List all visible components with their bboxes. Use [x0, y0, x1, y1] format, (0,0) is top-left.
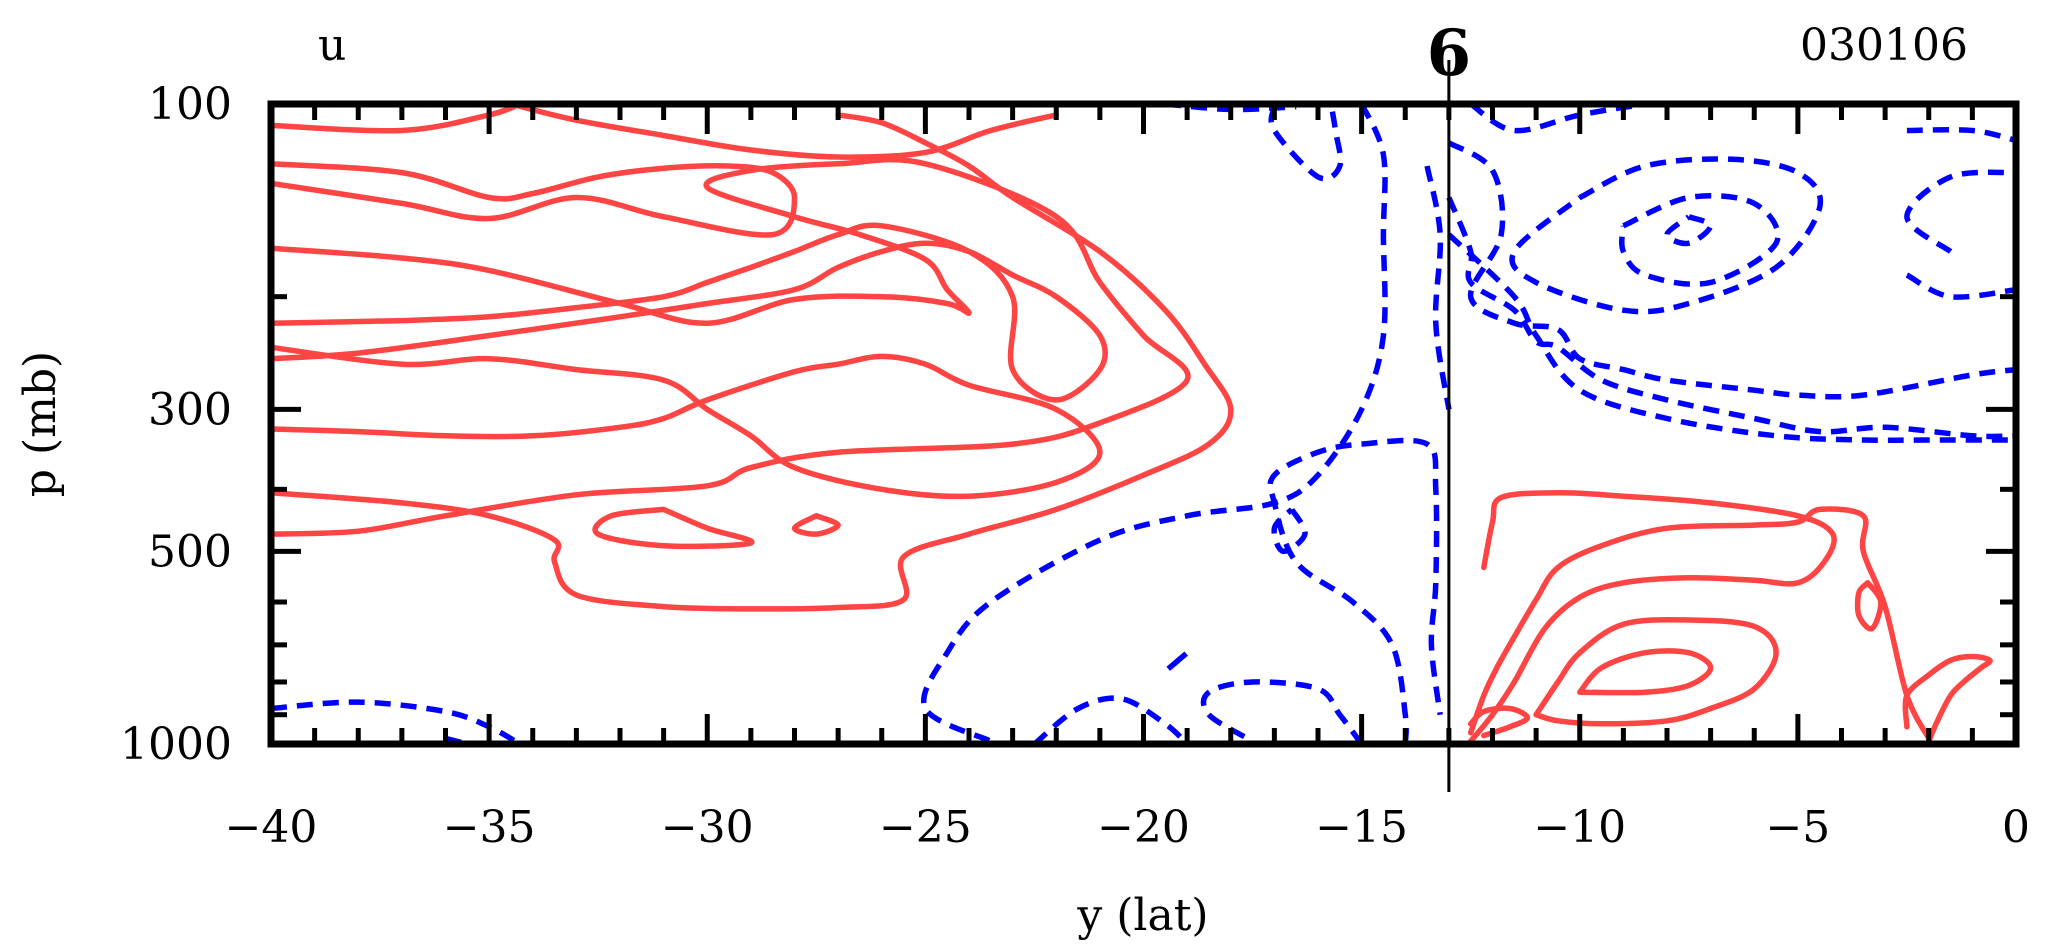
positive-contour-7 — [791, 513, 841, 537]
positive-contour-10 — [1467, 490, 1837, 744]
positive-contour-5 — [268, 112, 1234, 612]
marker-label: 6 — [1427, 16, 1472, 91]
positive-contour-1 — [268, 161, 798, 238]
negative-contour-0 — [270, 699, 522, 747]
axis-ticks — [268, 101, 2019, 747]
y-tick-label: 100 — [148, 79, 232, 130]
date-label: 030106 — [1800, 20, 1968, 71]
y-tick-label: 500 — [148, 526, 232, 577]
x-tick-label: −25 — [879, 802, 972, 853]
x-tick-label: −5 — [1765, 802, 1830, 853]
x-tick-label: −40 — [225, 802, 318, 853]
y-tick-labels: 100 300 500 1000 — [120, 79, 232, 770]
y-tick-label: 1000 — [120, 719, 232, 770]
negative-contour-5 — [1032, 695, 1190, 747]
positive-contour-0 — [268, 101, 523, 134]
x-tick-label: −35 — [443, 802, 536, 853]
negative-contour-3 — [1268, 103, 1344, 182]
negative-contour-12 — [1447, 140, 2017, 400]
negative-contour-17 — [1664, 214, 1714, 247]
negative-contour-15 — [1509, 156, 1824, 315]
negative-contour-20 — [1906, 126, 2017, 144]
positive-contour-3 — [268, 222, 1109, 403]
y-axis-label: p (mb) — [15, 351, 66, 497]
negative-contour-16 — [1619, 192, 1781, 287]
x-tick-label: −30 — [661, 802, 754, 853]
x-tick-label: 0 — [2002, 802, 2030, 853]
positive-contour-4 — [268, 344, 1103, 500]
x-axis-label: y (lat) — [1076, 890, 1208, 941]
plot-frame — [267, 100, 2020, 748]
negative-contour-13 — [1446, 196, 2017, 440]
negative-contour-8 — [1267, 437, 1443, 745]
x-tick-label: −15 — [1315, 802, 1408, 853]
negative-contour-18 — [1904, 169, 2017, 254]
negative-contour-7 — [1200, 679, 1364, 746]
positive-contour-6 — [592, 506, 755, 550]
positive-contour-15 — [1902, 653, 1993, 744]
negative-contour-10 — [1424, 165, 1452, 410]
x-tick-label: −20 — [1097, 802, 1190, 853]
positive-contour-12 — [1577, 648, 1714, 696]
x-tick-label: −10 — [1533, 802, 1626, 853]
negative-contours — [270, 101, 2017, 747]
negative-contour-19 — [1905, 272, 2017, 300]
negative-contour-14 — [1447, 232, 2016, 444]
positive-contour-2 — [268, 156, 1191, 537]
x-tick-labels: −40 −35 −30 −25 −20 −15 −10 −5 0 — [225, 802, 2030, 853]
negative-contour-4 — [921, 102, 1388, 744]
positive-contours — [268, 101, 1993, 744]
y-tick-label: 300 — [148, 384, 232, 435]
positive-contour-14 — [1854, 580, 1884, 632]
negative-contour-6 — [1163, 649, 1190, 674]
positive-contour-8 — [508, 101, 1060, 160]
negative-contour-11 — [1469, 101, 1646, 134]
chart-title: u — [318, 20, 346, 71]
positive-contour-9 — [1467, 506, 1932, 742]
positive-contour-13 — [1467, 705, 1531, 739]
positive-contour-11 — [1533, 616, 1779, 727]
negative-contour-9 — [1271, 507, 1308, 555]
